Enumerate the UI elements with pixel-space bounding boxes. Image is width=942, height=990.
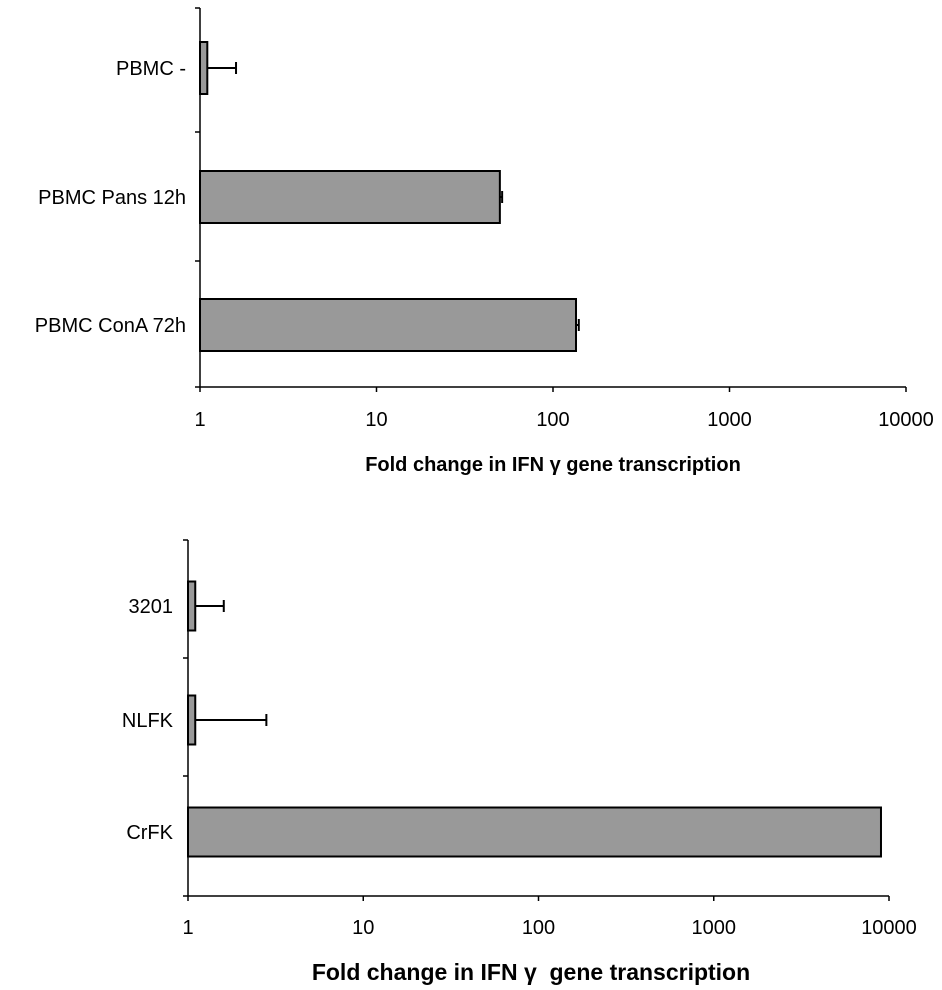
bar-2 <box>187 806 882 858</box>
x-tick-label-3: 1000 <box>707 409 752 431</box>
x-axis-title: Fold change in IFN γ gene transcription <box>312 959 750 985</box>
x-tick-label-2: 100 <box>536 409 569 431</box>
x-tick-label-1: 10 <box>365 409 387 431</box>
x-tick-label-2: 100 <box>522 917 555 939</box>
chart-bottom: 3201 NLFK CrFK 1 10 100 1000 10000 Fold change i… <box>122 539 917 985</box>
bar-0 <box>187 580 197 632</box>
x-tick-label-1: 10 <box>352 917 374 939</box>
bar-1 <box>199 170 501 224</box>
chart-top: PBMC - PBMC Pans 12h PBMC ConA 72h 1 10 100 10… <box>35 7 934 476</box>
x-tick-label-4: 10000 <box>861 917 917 939</box>
category-label-0: PBMC - <box>116 58 186 80</box>
category-label-2: CrFK <box>126 822 173 844</box>
category-label-1: PBMC Pans 12h <box>38 187 186 209</box>
x-axis-title: Fold change in IFN γ gene transcription <box>365 454 741 476</box>
bar-1 <box>187 694 197 746</box>
category-label-2: PBMC ConA 72h <box>35 315 186 337</box>
category-label-1: NLFK <box>122 710 174 732</box>
category-label-0: 3201 <box>129 596 174 618</box>
bar-0 <box>199 41 209 95</box>
bar-2 <box>199 298 578 352</box>
x-tick-label-3: 1000 <box>692 917 737 939</box>
x-tick-label-0: 1 <box>182 917 193 939</box>
x-tick-label-0: 1 <box>194 409 205 431</box>
x-tick-label-4: 10000 <box>878 409 934 431</box>
